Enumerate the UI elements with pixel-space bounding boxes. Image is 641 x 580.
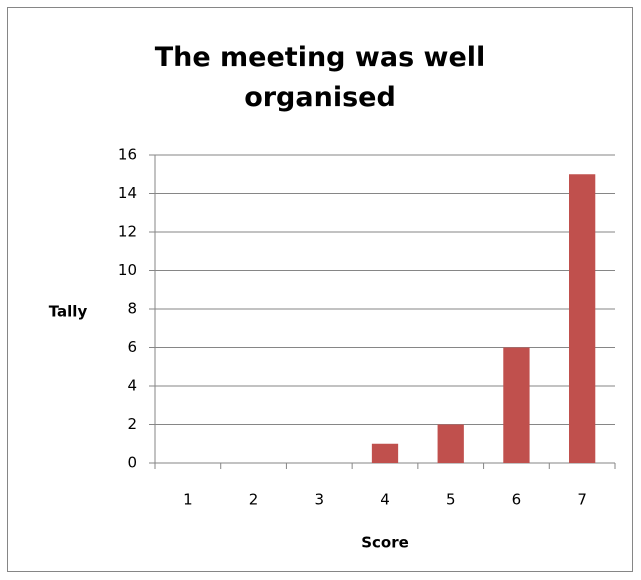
x-tick-label: 3 — [315, 491, 325, 509]
y-tick-label: 16 — [118, 146, 137, 164]
x-axis-label: Score — [361, 534, 409, 552]
bar — [371, 443, 399, 463]
y-axis-label: Tally — [49, 303, 88, 321]
y-tick-label: 12 — [118, 223, 137, 241]
y-tick-label: 14 — [118, 184, 137, 202]
bar — [437, 424, 464, 463]
chart-title: The meeting was well organised — [154, 42, 486, 113]
y-tick-label: 6 — [127, 338, 137, 356]
bar — [569, 174, 596, 463]
y-tick-label: 4 — [127, 377, 137, 395]
chart-border — [7, 7, 633, 572]
x-tick-label: 4 — [380, 491, 390, 509]
x-tick-label: 7 — [577, 491, 587, 509]
x-tick-label: 6 — [512, 491, 522, 509]
x-tick-label: 5 — [446, 491, 456, 509]
bar — [503, 347, 530, 463]
y-tick-label: 2 — [127, 415, 137, 433]
y-tick-label: 0 — [127, 454, 137, 472]
y-tick-label: 10 — [118, 261, 137, 279]
x-tick-label: 1 — [183, 491, 193, 509]
x-tick-label: 2 — [249, 491, 259, 509]
y-tick-label: 8 — [127, 300, 137, 318]
